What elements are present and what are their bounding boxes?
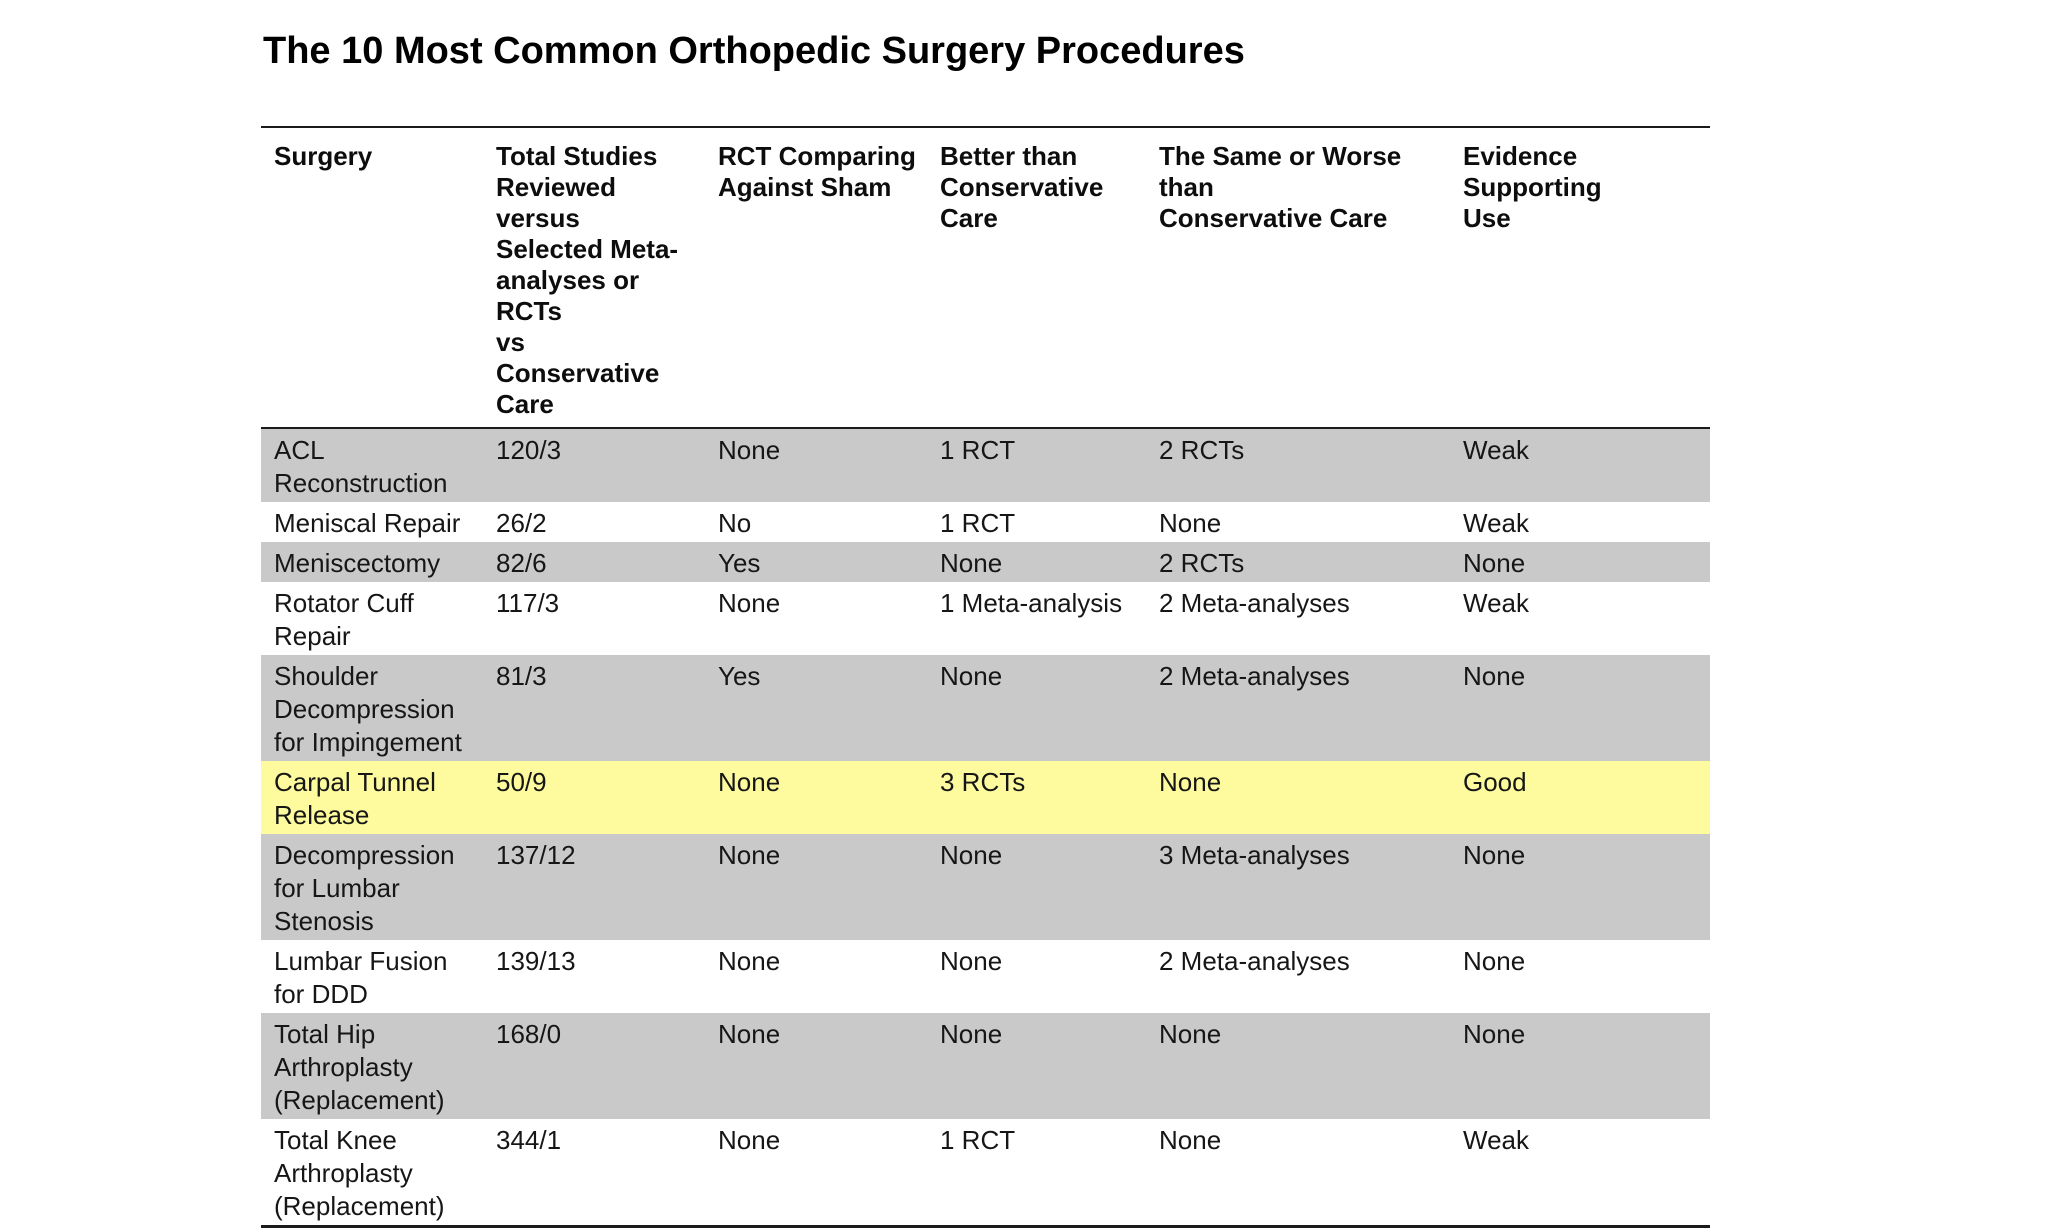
column-header-evidence: Evidence Supporting Use <box>1450 127 1710 429</box>
cell-same-or-worse: None <box>1146 1013 1450 1119</box>
cell-better-than-conservative: None <box>927 834 1146 940</box>
cell-surgery: Meniscectomy <box>261 542 483 582</box>
cell-better-than-conservative: 1 Meta-analysis <box>927 582 1146 655</box>
cell-same-or-worse: 2 Meta-analyses <box>1146 655 1450 761</box>
cell-total-studies: 139/13 <box>483 940 705 1013</box>
table-row: Shoulder Decompression for Impingement 81… <box>261 655 1710 761</box>
cell-surgery: Meniscal Repair <box>261 502 483 542</box>
table-row: Meniscectomy 82/6 Yes None 2 RCTs None <box>261 542 1710 582</box>
table-container: Surgery Total Studies Reviewed versus Se… <box>261 126 1710 1228</box>
cell-better-than-conservative: None <box>927 1013 1146 1119</box>
cell-better-than-conservative: None <box>927 655 1146 761</box>
table-row: Carpal Tunnel Release 50/9 None 3 RCTs None G… <box>261 761 1710 834</box>
column-header-same-or-worse: The Same or Worse than Conservative Care <box>1146 127 1450 429</box>
cell-evidence: Weak <box>1450 582 1710 655</box>
cell-evidence: None <box>1450 834 1710 940</box>
column-header-total-studies: Total Studies Reviewed versus Selected M… <box>483 127 705 429</box>
cell-better-than-conservative: 1 RCT <box>927 502 1146 542</box>
cell-surgery: Total Hip Arthroplasty (Replacement) <box>261 1013 483 1119</box>
header-row: Surgery Total Studies Reviewed versus Se… <box>261 127 1710 429</box>
cell-total-studies: 168/0 <box>483 1013 705 1119</box>
cell-surgery: Decompression for Lumbar Stenosis <box>261 834 483 940</box>
table-row: Decompression for Lumbar Stenosis 137/12 N… <box>261 834 1710 940</box>
table-row: Total Hip Arthroplasty (Replacement) 168/… <box>261 1013 1710 1119</box>
cell-surgery: Total Knee Arthroplasty (Replacement) <box>261 1119 483 1227</box>
cell-surgery: ACL Reconstruction <box>261 428 483 502</box>
table-row: Total Knee Arthroplasty (Replacement) 344… <box>261 1119 1710 1227</box>
table-row: Rotator Cuff Repair 117/3 None 1 Meta-analy… <box>261 582 1710 655</box>
column-header-rct-sham: RCT Comparing Against Sham <box>705 127 927 429</box>
cell-evidence: None <box>1450 542 1710 582</box>
cell-surgery: Lumbar Fusion for DDD <box>261 940 483 1013</box>
cell-surgery: Carpal Tunnel Release <box>261 761 483 834</box>
cell-better-than-conservative: 3 RCTs <box>927 761 1146 834</box>
cell-better-than-conservative: None <box>927 542 1146 582</box>
cell-rct-sham: None <box>705 582 927 655</box>
table-row: Meniscal Repair 26/2 No 1 RCT None Weak <box>261 502 1710 542</box>
cell-total-studies: 81/3 <box>483 655 705 761</box>
cell-rct-sham: No <box>705 502 927 542</box>
table-header: Surgery Total Studies Reviewed versus Se… <box>261 127 1710 429</box>
table-body: ACL Reconstruction 120/3 None 1 RCT 2 RCTs We… <box>261 428 1710 1227</box>
cell-total-studies: 120/3 <box>483 428 705 502</box>
column-header-better-than-conservative: Better than Conservative Care <box>927 127 1146 429</box>
cell-better-than-conservative: 1 RCT <box>927 1119 1146 1227</box>
cell-total-studies: 50/9 <box>483 761 705 834</box>
page: { "page": { "title": "The 10 Most Common… <box>261 30 1710 1228</box>
cell-rct-sham: None <box>705 1119 927 1227</box>
table-row: ACL Reconstruction 120/3 None 1 RCT 2 RCTs We… <box>261 428 1710 502</box>
cell-total-studies: 137/12 <box>483 834 705 940</box>
cell-total-studies: 26/2 <box>483 502 705 542</box>
procedures-table: Surgery Total Studies Reviewed versus Se… <box>261 126 1710 1228</box>
cell-evidence: Weak <box>1450 502 1710 542</box>
cell-evidence: None <box>1450 655 1710 761</box>
cell-rct-sham: None <box>705 428 927 502</box>
cell-same-or-worse: 3 Meta-analyses <box>1146 834 1450 940</box>
cell-same-or-worse: None <box>1146 502 1450 542</box>
cell-rct-sham: Yes <box>705 655 927 761</box>
cell-same-or-worse: None <box>1146 1119 1450 1227</box>
cell-same-or-worse: 2 RCTs <box>1146 428 1450 502</box>
cell-same-or-worse: 2 Meta-analyses <box>1146 582 1450 655</box>
cell-rct-sham: None <box>705 834 927 940</box>
cell-better-than-conservative: 1 RCT <box>927 428 1146 502</box>
cell-same-or-worse: 2 Meta-analyses <box>1146 940 1450 1013</box>
cell-evidence: Good <box>1450 761 1710 834</box>
cell-evidence: Weak <box>1450 1119 1710 1227</box>
cell-evidence: Weak <box>1450 428 1710 502</box>
cell-total-studies: 344/1 <box>483 1119 705 1227</box>
cell-same-or-worse: None <box>1146 761 1450 834</box>
cell-same-or-worse: 2 RCTs <box>1146 542 1450 582</box>
cell-better-than-conservative: None <box>927 940 1146 1013</box>
cell-evidence: None <box>1450 940 1710 1013</box>
cell-rct-sham: None <box>705 1013 927 1119</box>
column-header-surgery: Surgery <box>261 127 483 429</box>
cell-rct-sham: None <box>705 761 927 834</box>
page-title: The 10 Most Common Orthopedic Surgery Pr… <box>263 30 1245 72</box>
cell-total-studies: 82/6 <box>483 542 705 582</box>
cell-rct-sham: Yes <box>705 542 927 582</box>
cell-surgery: Rotator Cuff Repair <box>261 582 483 655</box>
cell-total-studies: 117/3 <box>483 582 705 655</box>
cell-evidence: None <box>1450 1013 1710 1119</box>
cell-rct-sham: None <box>705 940 927 1013</box>
table-row: Lumbar Fusion for DDD 139/13 None None 2 Met… <box>261 940 1710 1013</box>
cell-surgery: Shoulder Decompression for Impingement <box>261 655 483 761</box>
